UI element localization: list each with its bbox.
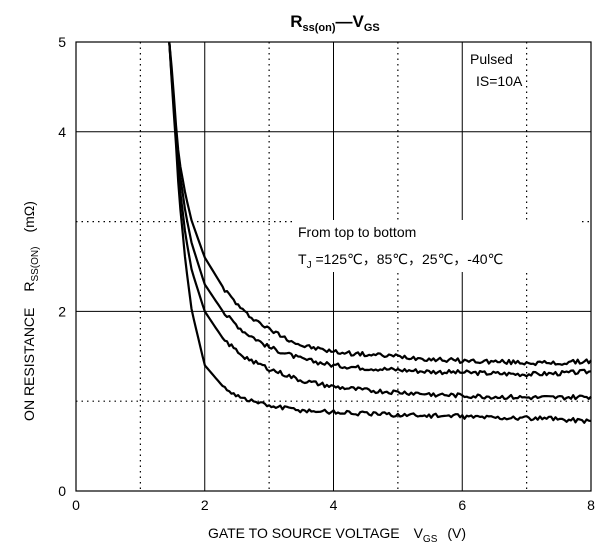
annotation-line2: TJ =125℃，85℃，25℃，-40℃ xyxy=(298,251,503,271)
x-tick-label: 4 xyxy=(330,497,338,513)
series-line-3 xyxy=(168,41,592,401)
annotation-temperatures: =125℃，85℃，25℃，-40℃ xyxy=(312,251,504,267)
x-label-symbol: V xyxy=(414,525,424,541)
series-line-2 xyxy=(168,41,592,378)
series-line-4 xyxy=(168,41,592,424)
x-label-subscript: GS xyxy=(423,534,438,545)
x-label-unit: (V) xyxy=(447,525,466,541)
chart-title: Rss(on)—VGS xyxy=(290,12,380,34)
x-tick-label: 0 xyxy=(72,497,80,513)
y-tick-label: 2 xyxy=(58,303,66,319)
title-v-subscript: GS xyxy=(364,22,380,34)
y-tick-label: 4 xyxy=(58,124,66,140)
x-label-main: GATE TO SOURCE VOLTAGE xyxy=(208,525,400,541)
y-tick-label: 0 xyxy=(58,483,66,499)
x-tick-label: 8 xyxy=(587,497,595,513)
series-lines xyxy=(168,41,592,424)
annotation-tj-subscript: J xyxy=(307,260,312,271)
plot-frame xyxy=(75,41,592,492)
condition-is: IS=10A xyxy=(476,73,523,89)
annotation-tj: T xyxy=(298,251,307,267)
title-r-subscript: ss(on) xyxy=(303,22,336,34)
x-tick-label: 6 xyxy=(458,497,466,513)
y-label-subscript: SS(ON) xyxy=(30,247,41,282)
y-tick-label: 5 xyxy=(58,34,66,50)
y-axis-label: ON RESISTANCE RSS(ON) (mΩ) xyxy=(21,201,41,421)
title-v: V xyxy=(353,12,365,31)
title-dash: — xyxy=(336,12,353,31)
x-tick-label: 2 xyxy=(201,497,209,513)
tick-labels: 0 2 4 6 8 0 2 4 5 xyxy=(58,34,595,513)
annotation-background xyxy=(292,220,580,272)
title-r: R xyxy=(290,12,302,31)
y-label-symbol: R xyxy=(21,282,37,292)
annotation: From top to bottom TJ =125℃，85℃，25℃，-40℃ xyxy=(292,220,580,272)
y-label-main: ON RESISTANCE xyxy=(21,308,37,421)
x-axis-label: GATE TO SOURCE VOLTAGE VGS (V) xyxy=(208,525,466,545)
annotation-line1: From top to bottom xyxy=(298,224,416,240)
series-line-1 xyxy=(168,41,592,367)
y-label-unit: (mΩ) xyxy=(21,201,37,232)
condition-pulsed: Pulsed xyxy=(470,51,513,67)
